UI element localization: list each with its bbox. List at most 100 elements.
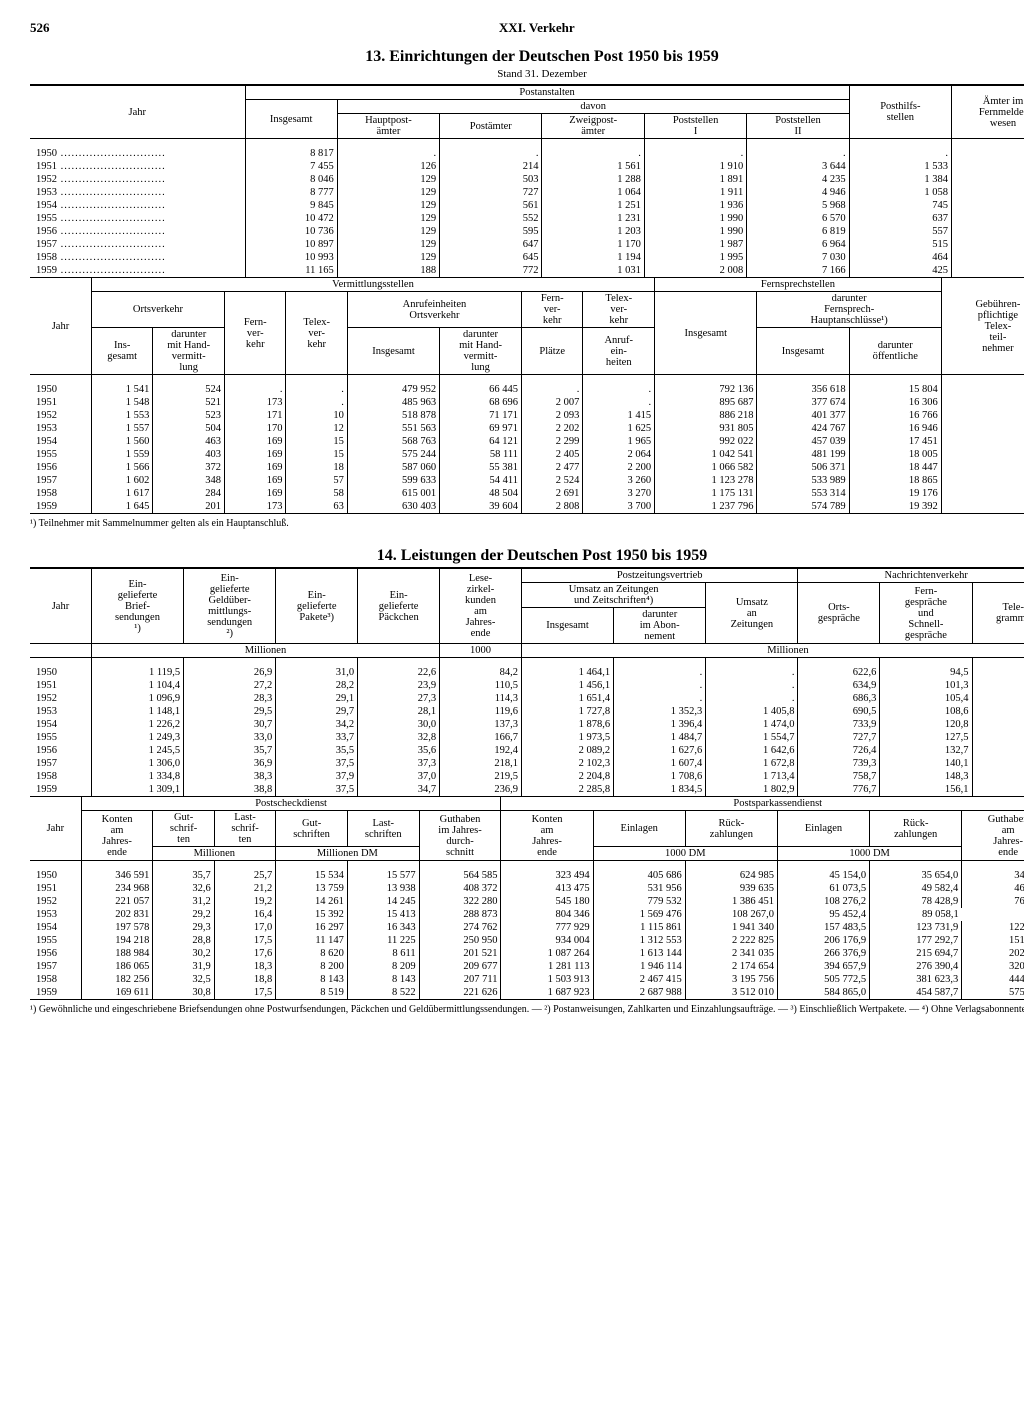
cell: 16 343	[347, 921, 419, 934]
cell: 1955	[30, 448, 91, 461]
cell: 18,3	[214, 960, 275, 973]
cell: 1 553	[91, 409, 152, 422]
table-row: 1958182 25632,518,88 1438 143207 7111 50…	[30, 973, 1024, 986]
cell: 1954	[30, 921, 81, 934]
cell: 323 494	[501, 869, 593, 882]
cell: 792 136	[655, 383, 757, 396]
table-row: 19501 119,526,931,022,684,21 464,1..622,…	[30, 666, 1024, 679]
cell: 1 777	[941, 474, 1024, 487]
cell: 1 642,6	[706, 744, 798, 757]
cell: 1 251	[542, 199, 644, 212]
cell: 615 001	[347, 487, 439, 500]
cell: 955	[941, 422, 1024, 435]
cell: 1 119,5	[91, 666, 183, 679]
cell: 690,5	[798, 705, 880, 718]
cell: 2 102,3	[521, 757, 613, 770]
cell: 545 180	[501, 895, 593, 908]
cell: 934 004	[501, 934, 593, 947]
table14b: Jahr Postscheckdienst Postsparkassendien…	[30, 796, 1024, 1000]
cell: 2 285,8	[521, 783, 613, 797]
cell: 1 990	[644, 212, 746, 225]
cell: 403	[153, 448, 225, 461]
cell: 30,0	[358, 718, 440, 731]
cell: 16 306	[849, 396, 941, 409]
cell: 67	[952, 238, 1024, 251]
cell: 575 244	[347, 448, 439, 461]
cell: 22,6	[358, 666, 440, 679]
cell: .	[849, 147, 951, 160]
table-row: 19549 8451295611 2511 9365 96874565	[30, 199, 1024, 212]
cell: 1 306,0	[91, 757, 183, 770]
table13-footnote: ¹) Teilnehmer mit Sammelnummer gelten al…	[30, 518, 1024, 529]
cell: 1 415	[583, 409, 655, 422]
cell: 13 759	[276, 882, 348, 895]
cell: 739,3	[798, 757, 880, 770]
cell: .	[706, 666, 798, 679]
cell: 78 428,9	[870, 895, 962, 908]
cell: 17,0	[214, 921, 275, 934]
cell: 46 396,2	[962, 882, 1024, 895]
table-row: 19511 104,427,228,223,9110,51 456,1..634…	[30, 679, 1024, 692]
cell: 39 604	[440, 500, 522, 514]
cell: 30,2	[153, 947, 214, 960]
cell: 7 030	[747, 251, 849, 264]
cell: 8 143	[347, 973, 419, 986]
cell: 8 209	[347, 960, 419, 973]
cell: 1 946 114	[593, 960, 685, 973]
cell: 12	[286, 422, 347, 435]
cell: 7,6	[972, 731, 1024, 744]
cell: 1953	[30, 422, 91, 435]
cell: 1 464,1	[521, 666, 613, 679]
cell: 505 772,5	[777, 973, 869, 986]
cell: 31,2	[153, 895, 214, 908]
cell: 2 405	[521, 448, 582, 461]
cell: 36,9	[184, 757, 276, 770]
cell: 89 058,1	[870, 908, 962, 921]
cell: .	[337, 147, 439, 160]
cell: 931 805	[655, 422, 757, 435]
cell: 506 371	[757, 461, 849, 474]
cell: 221 626	[419, 986, 501, 1000]
cell: 29,3	[153, 921, 214, 934]
cell: 3 700	[583, 500, 655, 514]
table-row: 19591 309,138,837,534,7236,92 285,81 834…	[30, 783, 1024, 797]
cell: 8 817	[245, 147, 337, 160]
cell: 65	[952, 199, 1024, 212]
cell: 624 985	[685, 869, 777, 882]
cell: 2 089,2	[521, 744, 613, 757]
cell: 19 176	[849, 487, 941, 500]
cell: 1 625	[583, 422, 655, 435]
cell: 515	[849, 238, 951, 251]
cell: 169	[225, 448, 286, 461]
cell: 992 022	[655, 435, 757, 448]
cell: 1 834,5	[614, 783, 706, 797]
cell: 5 968	[747, 199, 849, 212]
cell: 2 008	[644, 264, 746, 278]
cell: 6 964	[747, 238, 849, 251]
table-row: 19561 56637216918587 06055 3812 4772 200…	[30, 461, 1024, 474]
cell: 8,6	[972, 757, 1024, 770]
cell: 1953	[30, 908, 81, 921]
table14-footnote: ¹) Gewöhnliche und eingeschriebene Brief…	[30, 1004, 1024, 1015]
cell: 35,5	[276, 744, 358, 757]
cell: 10 472	[245, 212, 337, 225]
cell: 1954	[30, 718, 91, 731]
cell: 424 767	[757, 422, 849, 435]
cell: 1957	[30, 238, 245, 251]
cell: 34 905,1	[962, 869, 1024, 882]
cell: .	[706, 692, 798, 705]
cell: 8 046	[245, 173, 337, 186]
cell: 10 897	[245, 238, 337, 251]
cell: 4 235	[747, 173, 849, 186]
cell: 320 643,7	[962, 960, 1024, 973]
cell: 28,1	[358, 705, 440, 718]
cell: 173	[225, 396, 286, 409]
cell: 356 618	[757, 383, 849, 396]
cell: 533 989	[757, 474, 849, 487]
table-row: 1952221 05731,219,214 26114 245322 28054…	[30, 895, 1024, 908]
cell: 346 591	[81, 869, 153, 882]
cell: 17,6	[214, 947, 275, 960]
cell: 524	[153, 383, 225, 396]
cell: 1959	[30, 500, 91, 514]
cell: 1958	[30, 973, 81, 986]
